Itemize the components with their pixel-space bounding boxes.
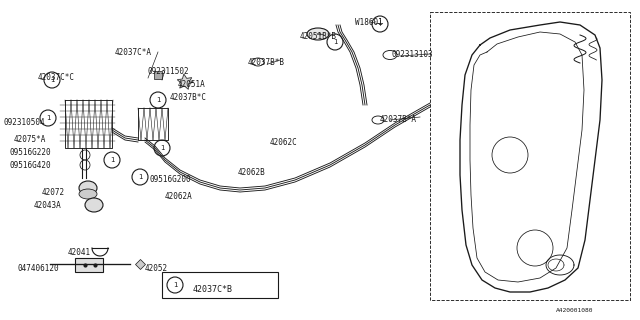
Text: W18601: W18601 (355, 18, 383, 27)
Text: 1: 1 (160, 145, 164, 151)
Text: 1: 1 (50, 77, 54, 83)
Text: 092313103: 092313103 (392, 50, 434, 59)
Ellipse shape (307, 28, 329, 40)
Text: +: + (376, 20, 383, 28)
Text: 42037B*C: 42037B*C (170, 93, 207, 102)
Text: 1: 1 (138, 174, 142, 180)
Text: 42043A: 42043A (34, 201, 61, 210)
Text: 1: 1 (45, 115, 51, 121)
Text: 42072: 42072 (42, 188, 65, 197)
Text: 1: 1 (173, 282, 177, 288)
Text: 1: 1 (109, 157, 115, 163)
Bar (75, 258, 103, 272)
Polygon shape (177, 74, 193, 89)
Circle shape (150, 92, 166, 108)
Text: 092311502: 092311502 (148, 67, 189, 76)
Ellipse shape (85, 198, 103, 212)
Circle shape (44, 72, 60, 88)
Circle shape (154, 140, 170, 156)
Text: 42062B: 42062B (238, 168, 266, 177)
Text: 42051B*B: 42051B*B (300, 32, 337, 41)
Text: 1: 1 (156, 97, 160, 103)
Text: A420001080: A420001080 (556, 308, 593, 313)
Text: 42037C*C: 42037C*C (38, 73, 75, 82)
Text: 047406120: 047406120 (18, 264, 60, 273)
Text: =: = (315, 31, 321, 37)
Bar (162, 272, 278, 298)
Text: 1: 1 (333, 39, 337, 45)
Text: 42052: 42052 (145, 264, 168, 273)
Text: 42037C*A: 42037C*A (115, 48, 152, 57)
Circle shape (327, 34, 343, 50)
Text: 42037B*A: 42037B*A (380, 115, 417, 124)
Text: 42075*A: 42075*A (14, 135, 46, 144)
Circle shape (40, 110, 56, 126)
Text: 42037B*B: 42037B*B (248, 58, 285, 67)
Text: 42041: 42041 (68, 248, 91, 257)
Ellipse shape (79, 189, 97, 199)
Text: 092310504: 092310504 (4, 118, 45, 127)
Text: 09516G420: 09516G420 (10, 161, 52, 170)
Circle shape (132, 169, 148, 185)
Circle shape (167, 277, 183, 293)
Circle shape (104, 152, 120, 168)
Ellipse shape (79, 181, 97, 195)
Text: 09516G220: 09516G220 (10, 148, 52, 157)
Bar (430, 12, 630, 300)
Text: 42051A: 42051A (178, 80, 205, 89)
Text: 09516G200: 09516G200 (150, 175, 191, 184)
Text: 42062A: 42062A (165, 192, 193, 201)
Text: 42062C: 42062C (270, 138, 298, 147)
Text: 42037C*B: 42037C*B (193, 285, 233, 294)
